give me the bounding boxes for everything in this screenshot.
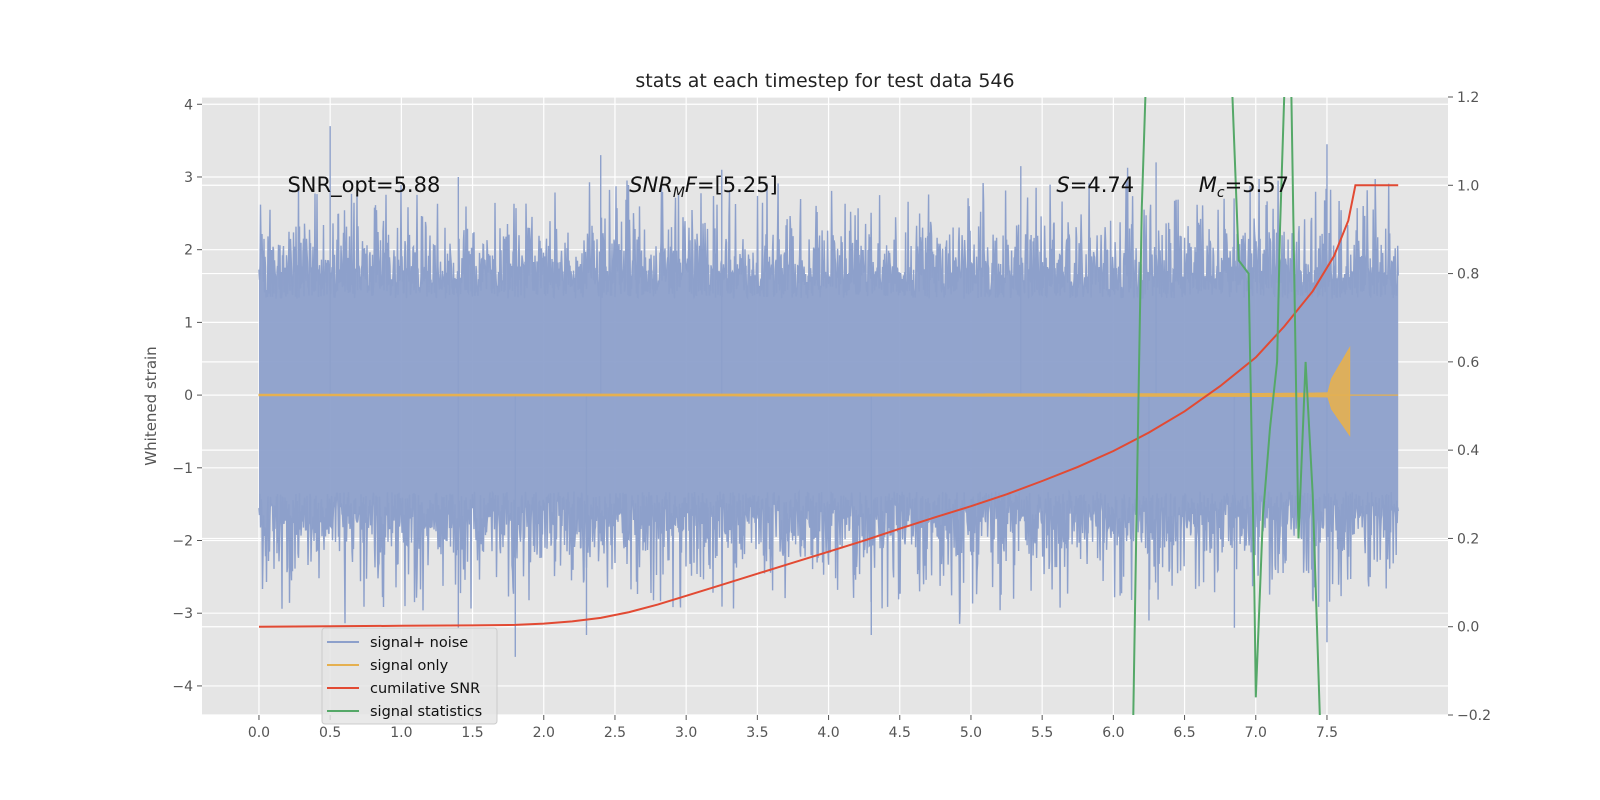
x-tick-label: 6.0 — [1102, 725, 1124, 741]
y-tick-label: −3 — [172, 606, 193, 622]
annotation-subscript: M — [673, 185, 685, 201]
annotation-f: F — [685, 173, 698, 197]
x-tick-label: 6.5 — [1173, 725, 1195, 741]
series-signal-only — [258, 345, 1351, 437]
annotation-value-rest: =[5.25] — [697, 173, 778, 197]
x-tick-label: 1.5 — [461, 725, 483, 741]
x-tick-label: 3.0 — [675, 725, 697, 741]
x-tick-label: 0.0 — [248, 725, 270, 741]
y-axis-label: Whitened strain — [142, 346, 160, 465]
x-tick-label: 4.5 — [889, 725, 911, 741]
series-signal-noise-top — [258, 167, 1399, 300]
annotation-subscript: c — [1217, 185, 1225, 201]
y-tick-label: 1 — [184, 315, 193, 331]
x-tick-label: 2.0 — [533, 725, 555, 741]
legend-box — [321, 627, 498, 725]
annotation-value: =4.74 — [1070, 173, 1134, 197]
x-tick-label: 2.5 — [604, 725, 626, 741]
annotation-prefix: M — [1199, 173, 1217, 197]
y-tick-label: 4 — [184, 97, 193, 113]
annotation-value: F=[5.25] — [685, 173, 778, 197]
y-right-tick-label: 0.4 — [1457, 443, 1479, 459]
y-tick-label: 2 — [184, 243, 193, 259]
data-layer — [258, 97, 1399, 715]
x-tick-label: 3.5 — [746, 725, 768, 741]
legend-label: signal+ noise — [370, 635, 468, 651]
x-tick-label: 7.0 — [1245, 725, 1267, 741]
y-right-tick-label: 1.0 — [1457, 178, 1479, 194]
x-tick-label: 4.0 — [817, 725, 839, 741]
y-tick-label: −2 — [172, 534, 193, 550]
y-right-tick-label: 0.2 — [1457, 531, 1479, 547]
series-cumilative-snr — [258, 184, 1399, 628]
x-tick-label: 5.0 — [960, 725, 982, 741]
y-tick-label: 0 — [184, 388, 193, 404]
annotation: S=4.74 — [1056, 173, 1134, 197]
x-tick-label: 0.5 — [319, 725, 341, 741]
y-right-tick-label: −0.2 — [1457, 708, 1491, 724]
annotation-prefix: SNR — [629, 173, 673, 197]
annotation-prefix: S — [1056, 173, 1069, 197]
series-signal-statistics — [1132, 97, 1321, 715]
chart-title: stats at each timestep for test data 546 — [635, 70, 1014, 92]
legend: signal+ noise signal only cumilative SNR si… — [321, 627, 498, 725]
series-signal-noise-bottom — [258, 489, 1399, 624]
y-tick-label: 3 — [184, 170, 193, 186]
annotation: SNR_opt=5.88 — [287, 173, 440, 198]
y-right-tick-label: 1.2 — [1457, 90, 1479, 106]
annotation-value: =5.57 — [1225, 173, 1289, 197]
y-tick-label: −4 — [172, 679, 193, 695]
x-tick-label: 7.5 — [1316, 725, 1338, 741]
y-right-tick-label: 0.6 — [1457, 355, 1479, 371]
x-tick-label: 1.0 — [390, 725, 412, 741]
x-tick-label: 5.5 — [1031, 725, 1053, 741]
annotation: Mc=5.57 — [1199, 173, 1289, 201]
legend-label: signal only — [370, 658, 449, 674]
legend-label: signal statistics — [370, 704, 482, 720]
y-tick-label: −1 — [172, 461, 193, 477]
y-right-tick-label: 0.8 — [1457, 267, 1479, 283]
y-right-tick-label: 0.0 — [1457, 620, 1479, 636]
legend-label: cumilative SNR — [370, 681, 480, 697]
annotation: SNRMF=[5.25] — [629, 173, 778, 201]
plot-area: −4 −3 −2 −1 0 1 2 3 4 −0.2 0.0 0.2 0.4 0.6 0.8 1.0 1.2 0.… — [142, 90, 1491, 741]
